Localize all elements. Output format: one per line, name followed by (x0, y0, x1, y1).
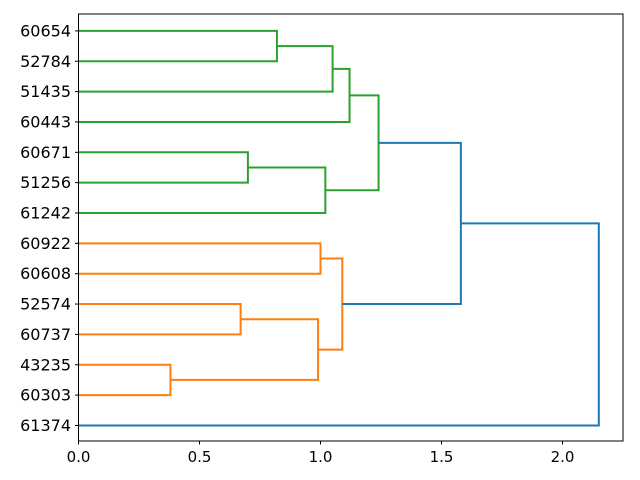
dendrogram-link-(60671,51256)+61242 (78, 166, 327, 214)
leaf-label-61242: 61242 (20, 204, 71, 223)
leaf-label-60737: 60737 (20, 325, 71, 344)
leaf-label-60654: 60654 (20, 21, 71, 40)
dendrogram-link-52574+60737 (78, 303, 242, 336)
dendrogram-link-60654+52784 (78, 29, 278, 63)
leaf-label-61374: 61374 (20, 416, 71, 435)
leaf-label-52784: 52784 (20, 52, 71, 71)
x-tick-label-2.0: 2.0 (551, 448, 575, 466)
leaf-label-51435: 51435 (20, 82, 71, 101)
x-tick-label-0.0: 0.0 (67, 448, 91, 466)
leaf-label-43235: 43235 (20, 355, 71, 374)
dendrogram-link-orange-cluster-root (318, 257, 344, 351)
leaf-label-60608: 60608 (20, 264, 71, 283)
leaf-label-60443: 60443 (20, 112, 71, 131)
dendrogram-link-60671+51256 (78, 151, 249, 184)
dendrogram-link-green-cluster-root (325, 94, 380, 192)
dendrogram-link-root+61374 (78, 222, 600, 427)
leaf-label-51256: 51256 (20, 173, 71, 192)
dendrogram-link-green+orange (342, 141, 462, 306)
x-tick-label-1.5: 1.5 (430, 448, 454, 466)
leaf-label-60671: 60671 (20, 143, 71, 162)
dendrogram-link-43235+60303 (78, 363, 172, 397)
dendrogram-link-(60654,52784)+51435 (78, 45, 334, 93)
dendrogram-link-orange-lower-merge (170, 318, 320, 381)
x-tick-label-1.0: 1.0 (309, 448, 333, 466)
plot-border (78, 13, 624, 442)
dendrogram-link-(..51435)+60443 (78, 67, 351, 123)
leaf-label-60303: 60303 (20, 386, 71, 405)
leaf-label-60922: 60922 (20, 234, 71, 253)
dendrogram-link-60922+60608 (78, 242, 322, 275)
leaf-label-52574: 52574 (20, 295, 71, 314)
x-tick-label-0.5: 0.5 (188, 448, 212, 466)
